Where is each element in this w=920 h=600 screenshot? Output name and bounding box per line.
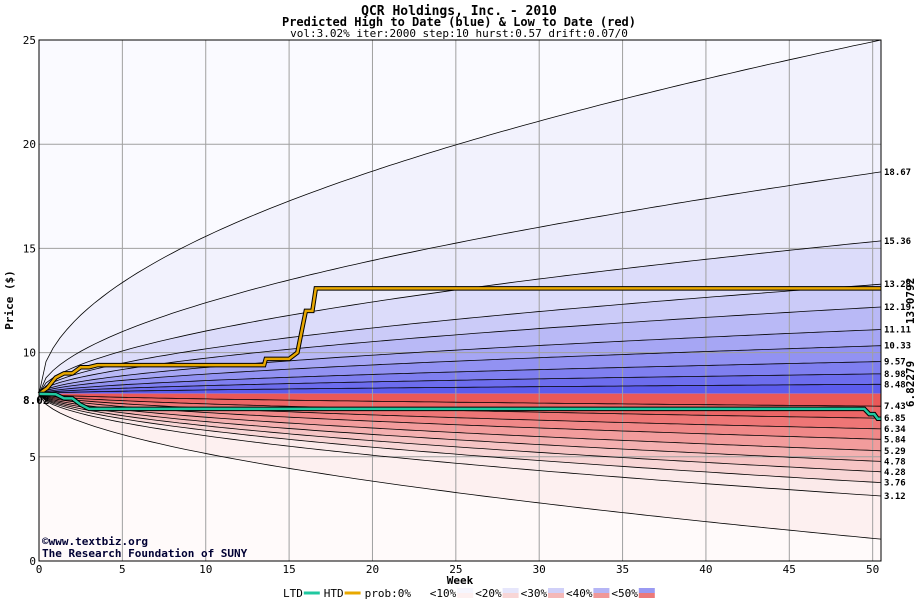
legend-swatch-high xyxy=(502,588,519,593)
quantile-line xyxy=(38,283,882,395)
quantile-line xyxy=(38,39,882,394)
legend-swatch-high xyxy=(411,588,428,593)
quantile-line xyxy=(38,306,882,395)
quantile-end-label: 13.28 xyxy=(884,280,911,290)
quantile-end-label: 6.85 xyxy=(884,414,906,424)
y-tick-label: 20 xyxy=(23,138,36,151)
legend-swatch-low xyxy=(548,593,564,598)
x-tick-label: 40 xyxy=(699,563,712,576)
quantile-end-label: 4.78 xyxy=(884,457,906,467)
probability-bands xyxy=(39,40,881,561)
x-tick-label: 25 xyxy=(449,563,462,576)
series-lines xyxy=(37,286,881,422)
y-tick-label: 5 xyxy=(29,451,36,464)
legend-swatch-high xyxy=(548,588,564,593)
legend-swatch-low xyxy=(593,593,610,598)
x-tick-label: 30 xyxy=(533,563,546,576)
quantile-end-label: 8.98 xyxy=(884,370,906,380)
quantile-end-label: 8.48 xyxy=(884,380,906,390)
end-value-high: 13.0792 xyxy=(904,278,917,324)
legend-item-label: prob:0% xyxy=(365,587,412,600)
start-price-label: 8.02 xyxy=(23,394,50,407)
legend-item-label: <40% xyxy=(566,587,593,600)
high-band xyxy=(39,384,881,394)
quantile-line xyxy=(38,393,882,483)
y-tick-label: 25 xyxy=(23,34,36,47)
quantile-line xyxy=(38,383,881,395)
legend-swatch-low xyxy=(411,593,428,598)
quantile-end-label: 3.12 xyxy=(884,492,906,502)
quantile-end-label: 10.33 xyxy=(884,342,911,352)
quantile-end-label: 3.76 xyxy=(884,479,906,489)
x-axis-ticks: 0 5 10 15 20 25 30 35 40 45 50 xyxy=(36,563,880,576)
quantile-end-label: 11.11 xyxy=(884,325,911,335)
quantile-end-label: 5.84 xyxy=(884,435,906,445)
quantile-line xyxy=(38,171,882,395)
chart-title: QCR Holdings, Inc. - 2010 xyxy=(361,4,557,19)
quantile-end-label: 7.43 xyxy=(884,402,906,412)
x-tick-label: 20 xyxy=(366,563,379,576)
legend-item-label: <20% xyxy=(475,587,502,600)
quantile-line xyxy=(38,345,882,395)
y-tick-label: 15 xyxy=(23,242,36,255)
y-tick-label: 10 xyxy=(23,347,36,360)
x-tick-label: 15 xyxy=(282,563,295,576)
end-labels: 18.67 15.36 13.28 12.19 11.11 10.33 9.57 8.988.… xyxy=(884,168,911,502)
quantile-lines xyxy=(38,39,882,540)
quantile-line xyxy=(38,373,881,395)
low-band xyxy=(39,393,881,407)
quantile-end-label: 15.36 xyxy=(884,237,911,247)
legend-swatch-high xyxy=(593,588,610,593)
quantile-end-label: 18.67 xyxy=(884,168,911,178)
x-tick-label: 45 xyxy=(783,563,796,576)
legend-item-label: <30% xyxy=(521,587,548,600)
quantile-line xyxy=(38,393,882,407)
quantile-end-label: 6.34 xyxy=(884,425,906,435)
legend: LTD HTD prob:0% <10% <20% <30% <40% <50% xyxy=(283,587,655,600)
legend-swatch-low xyxy=(638,593,655,598)
legend-swatch-high xyxy=(457,588,474,593)
legend-swatch-low xyxy=(502,593,519,598)
legend-item-label: <50% xyxy=(611,587,638,600)
chart-subtitle: Predicted High to Date (blue) & Low to D… xyxy=(282,15,636,29)
x-tick-label: 50 xyxy=(866,563,879,576)
y-axis-title: Price ($) xyxy=(3,270,16,330)
quantile-end-label: 4.28 xyxy=(884,468,906,478)
y-axis-ticks: 0 5 10 15 20 25 xyxy=(23,34,36,568)
quantile-end-label: 12.19 xyxy=(884,303,911,313)
end-value-low: 6.82279 xyxy=(904,361,917,407)
legend-swatch-low xyxy=(457,593,474,598)
quantile-line xyxy=(38,393,882,540)
series-htd xyxy=(38,287,881,395)
legend-item-label: <10% xyxy=(430,587,457,600)
legend-swatch-high xyxy=(638,588,655,593)
x-tick-label: 5 xyxy=(119,563,126,576)
credit-org: The Research Foundation of SUNY xyxy=(42,547,248,560)
quantile-line xyxy=(38,393,882,462)
quantile-line xyxy=(38,329,882,395)
legend-item-label: HTD xyxy=(324,587,344,600)
quantile-end-label: 9.57 xyxy=(884,358,906,368)
quantile-line xyxy=(38,393,882,497)
y-tick-label: 0 xyxy=(29,555,36,568)
quantile-end-label: 5.29 xyxy=(884,447,906,457)
quantile-line xyxy=(38,393,882,452)
credit-url: ©www.textbiz.org xyxy=(42,535,148,548)
series-ltd xyxy=(38,392,881,421)
legend-item-label: LTD xyxy=(283,587,303,600)
x-axis-title: Week xyxy=(447,574,474,587)
x-tick-label: 35 xyxy=(616,563,629,576)
chart-params: vol:3.02% iter:2000 step:10 hurst:0.57 d… xyxy=(290,27,628,40)
x-tick-label: 0 xyxy=(36,563,43,576)
quantile-line xyxy=(38,393,882,473)
plot-frame xyxy=(38,39,882,562)
x-tick-label: 10 xyxy=(199,563,212,576)
quantile-line xyxy=(38,361,882,395)
